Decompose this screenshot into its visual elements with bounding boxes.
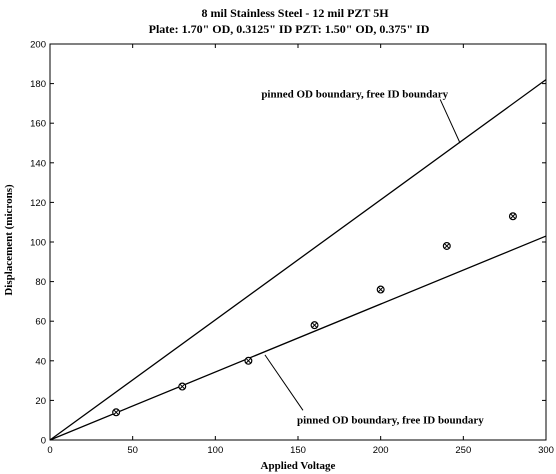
x-tick-label: 0 xyxy=(47,445,52,456)
x-axis-ticks: 0 50 100 150 200 250 300 xyxy=(47,44,554,456)
x-tick-label: 150 xyxy=(290,445,306,456)
data-point xyxy=(244,356,253,365)
data-point xyxy=(376,285,385,294)
x-tick-label: 200 xyxy=(373,445,389,456)
chart-subtitle: Plate: 1.70" OD, 0.3125" ID PZT: 1.50" O… xyxy=(149,22,430,36)
annotation-leader-line xyxy=(264,354,304,411)
x-tick-label: 250 xyxy=(455,445,471,456)
y-axis-label: Displacement (microns) xyxy=(3,184,15,296)
chart-title: 8 mil Stainless Steel - 12 mil PZT 5H xyxy=(201,6,389,20)
y-tick-label: 140 xyxy=(30,158,46,169)
y-tick-label: 100 xyxy=(30,238,46,249)
data-point xyxy=(508,212,517,221)
y-tick-label: 40 xyxy=(35,356,46,367)
series-line-2 xyxy=(49,235,547,441)
annotation-leader-line xyxy=(439,99,461,144)
y-tick-label: 0 xyxy=(41,436,46,447)
y-tick-label: 160 xyxy=(30,119,46,130)
plot-area xyxy=(49,43,547,441)
x-tick-label: 300 xyxy=(538,445,554,456)
x-tick-label: 100 xyxy=(207,445,223,456)
y-tick-label: 80 xyxy=(35,277,46,288)
y-tick-label: 60 xyxy=(35,317,46,328)
annotation-layer: pinned OD boundary, free ID boundary pinn… xyxy=(261,88,484,426)
annotation-label: pinned OD boundary, free ID boundary xyxy=(261,88,448,100)
y-axis-ticks: 0 20 40 60 80 100 120 140 160 180 200 xyxy=(30,40,546,447)
series-layer xyxy=(49,79,547,441)
y-tick-label: 20 xyxy=(35,396,46,407)
y-tick-label: 180 xyxy=(30,79,46,90)
y-tick-label: 120 xyxy=(30,198,46,209)
x-tick-label: 50 xyxy=(127,445,138,456)
y-tick-label: 200 xyxy=(30,40,46,51)
data-point xyxy=(178,382,187,391)
data-point xyxy=(112,408,121,417)
data-point xyxy=(310,321,319,330)
data-point xyxy=(442,241,451,250)
annotation-label: pinned OD boundary, free ID boundary xyxy=(297,414,484,426)
x-axis-label: Applied Voltage xyxy=(261,460,336,472)
series-line-1 xyxy=(49,79,547,441)
